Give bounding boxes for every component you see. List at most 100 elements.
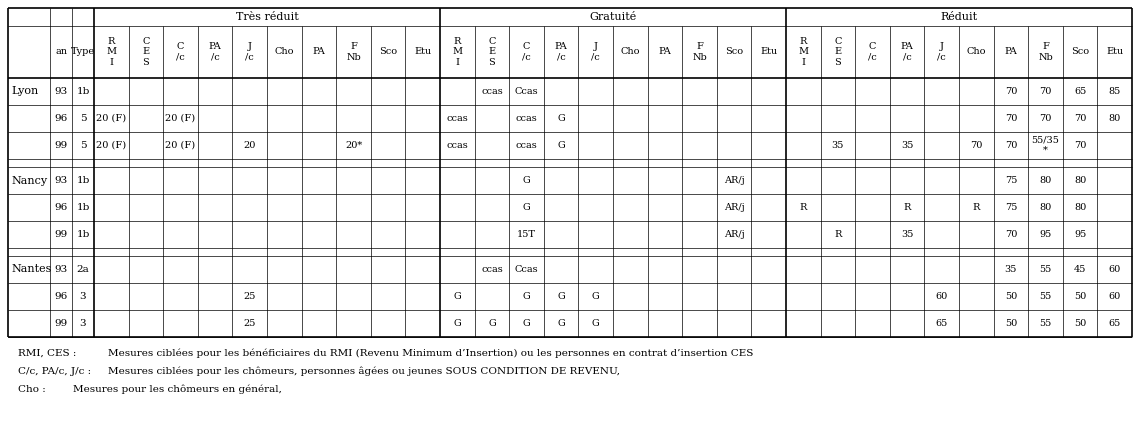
Text: 60: 60 [936,292,947,301]
Text: 60: 60 [1108,292,1121,301]
Text: 45: 45 [1074,265,1086,274]
Text: PA: PA [312,48,325,56]
Text: ccas: ccas [515,114,537,123]
Text: 20 (F): 20 (F) [165,114,196,123]
Text: AR/j: AR/j [724,203,744,212]
Text: 55: 55 [1040,292,1051,301]
Text: 95: 95 [1040,230,1051,239]
Text: 70: 70 [1074,141,1086,150]
Text: 93: 93 [55,176,67,185]
Text: 93: 93 [55,265,67,274]
Text: 65: 65 [1074,87,1086,96]
Text: Cho: Cho [967,48,986,56]
Text: 99: 99 [55,230,67,239]
Text: 1b: 1b [76,203,90,212]
Text: PA: PA [659,48,671,56]
Text: 99: 99 [55,141,67,150]
Text: Etu: Etu [760,48,777,56]
Text: PA
/c: PA /c [209,42,221,62]
Text: 75: 75 [1004,176,1017,185]
Text: ccas: ccas [447,114,469,123]
Text: Etu: Etu [414,48,431,56]
Text: ccas: ccas [481,87,503,96]
Text: 60: 60 [1108,265,1121,274]
Text: 65: 65 [936,319,947,328]
Text: 35: 35 [832,141,844,150]
Text: 35: 35 [901,141,913,150]
Text: 70: 70 [1004,87,1017,96]
Text: ccas: ccas [481,265,503,274]
Text: 20*: 20* [345,141,363,150]
Text: 20 (F): 20 (F) [96,141,127,150]
Text: 25: 25 [244,292,255,301]
Text: Type: Type [71,48,95,56]
Text: PA
/c: PA /c [555,42,568,62]
Text: 3: 3 [80,319,87,328]
Text: 75: 75 [1004,203,1017,212]
Text: G: G [522,203,530,212]
Text: 50: 50 [1004,292,1017,301]
Text: Ccas: Ccas [514,87,538,96]
Text: R
M
I: R M I [106,37,116,67]
Text: Très réduit: Très réduit [236,12,299,22]
Text: F
Nb: F Nb [1039,42,1053,62]
Text: 80: 80 [1074,176,1086,185]
Text: 1b: 1b [76,176,90,185]
Text: 1b: 1b [76,230,90,239]
Text: G: G [592,319,600,328]
Text: 65: 65 [1108,319,1121,328]
Text: 70: 70 [1004,141,1017,150]
Text: 80: 80 [1074,203,1086,212]
Text: Cho: Cho [620,48,640,56]
Text: C
E
S: C E S [834,37,841,67]
Text: 80: 80 [1108,114,1121,123]
Text: 35: 35 [1004,265,1017,274]
Text: R: R [834,230,841,239]
Text: Sco: Sco [378,48,397,56]
Text: J
/c: J /c [592,42,600,62]
Text: J
/c: J /c [937,42,946,62]
Text: 70: 70 [1040,114,1052,123]
Text: Nantes: Nantes [11,264,51,274]
Text: C
/c: C /c [522,42,531,62]
Text: Mesures ciblées pour les chômeurs, personnes âgées ou jeunes SOUS CONDITION DE R: Mesures ciblées pour les chômeurs, perso… [108,366,620,376]
Text: Mesures pour les chômeurs en général,: Mesures pour les chômeurs en général, [73,384,282,394]
Text: PA: PA [1004,48,1017,56]
Text: 93: 93 [55,87,67,96]
Text: Nancy: Nancy [11,176,47,185]
Text: AR/j: AR/j [724,230,744,239]
Text: C
/c: C /c [176,42,185,62]
Text: 85: 85 [1108,87,1121,96]
Text: G: G [557,114,565,123]
Text: G: G [488,319,496,328]
Text: C
E
S: C E S [142,37,149,67]
Text: RMI, CES :: RMI, CES : [18,348,76,357]
Text: 5: 5 [80,141,87,150]
Text: G: G [557,292,565,301]
Text: 20: 20 [244,141,255,150]
Text: 70: 70 [1004,230,1017,239]
Text: 2a: 2a [76,265,89,274]
Text: R: R [799,203,807,212]
Text: C/c, PA/c, J/c :: C/c, PA/c, J/c : [18,367,91,375]
Text: 70: 70 [1074,114,1086,123]
Text: R: R [972,203,980,212]
Text: Mesures ciblées pour les bénéficiaires du RMI (Revenu Minimum d’Insertion) ou le: Mesures ciblées pour les bénéficiaires d… [108,348,754,358]
Text: an: an [55,48,67,56]
Text: G: G [454,292,462,301]
Text: 55/35
*: 55/35 * [1032,136,1059,155]
Text: ccas: ccas [515,141,537,150]
Text: Réduit: Réduit [940,12,978,22]
Text: G: G [522,319,530,328]
Text: C
E
S: C E S [488,37,496,67]
Text: 96: 96 [55,292,67,301]
Text: G: G [522,292,530,301]
Text: Sco: Sco [1072,48,1089,56]
Text: Cho: Cho [275,48,294,56]
Text: 5: 5 [80,114,87,123]
Text: PA
/c: PA /c [901,42,913,62]
Text: 96: 96 [55,114,67,123]
Text: Lyon: Lyon [11,87,39,97]
Text: 55: 55 [1040,319,1051,328]
Text: 95: 95 [1074,230,1086,239]
